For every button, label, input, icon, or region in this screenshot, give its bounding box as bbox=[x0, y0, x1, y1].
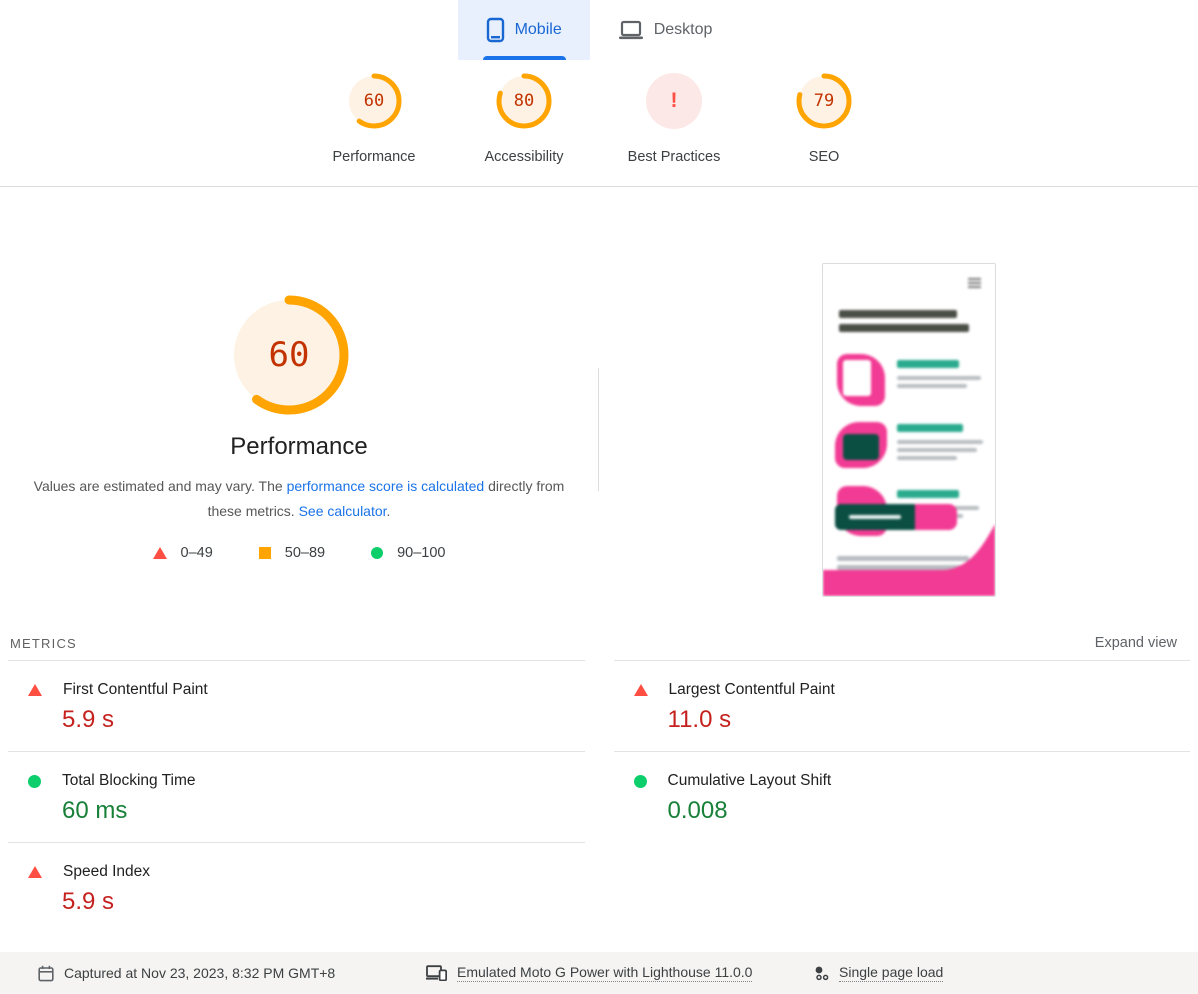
metric-title: First Contentful Paint bbox=[63, 681, 208, 698]
metrics-grid: First Contentful Paint 5.9 s Total Block… bbox=[8, 660, 1190, 933]
accessibility-label: Accessibility bbox=[484, 149, 564, 165]
metric-title: Cumulative Layout Shift bbox=[667, 772, 832, 789]
report-meta-footer: Captured at Nov 23, 2023, 8:32 PM GMT+8 … bbox=[0, 952, 1198, 994]
metric-cumulative-layout-shift: Cumulative Layout Shift 0.008 bbox=[613, 751, 1190, 842]
metrics-header: METRICS Expand view bbox=[10, 628, 1177, 658]
metric-value: 60 ms bbox=[62, 797, 128, 824]
device-tabs: Mobile Desktop bbox=[0, 0, 1198, 60]
pass-circle-icon bbox=[28, 774, 41, 788]
load-type-text[interactable]: Single page load bbox=[839, 964, 944, 982]
expand-view-button[interactable]: Expand view bbox=[1094, 635, 1177, 651]
desc-text: . bbox=[386, 503, 391, 519]
desc-text: directly from these metrics. bbox=[207, 478, 565, 519]
metric-value: 5.9 s bbox=[62, 706, 115, 733]
vertical-divider bbox=[598, 368, 599, 491]
metric-speed-index: Speed Index 5.9 s bbox=[8, 842, 585, 933]
seo-gauge: 79 bbox=[796, 73, 852, 129]
fail-triangle-icon bbox=[28, 866, 42, 878]
section-divider bbox=[0, 186, 1198, 187]
page-screenshot-thumbnail bbox=[822, 263, 996, 597]
score-legend: 0–49 50–89 90–100 bbox=[0, 545, 598, 561]
score-description: Values are estimated and may vary. The p… bbox=[19, 474, 579, 524]
legend-average-range: 50–89 bbox=[284, 545, 326, 561]
see-calculator-link[interactable]: See calculator bbox=[298, 503, 387, 519]
category-best-practices[interactable]: ! Best Practices bbox=[599, 60, 749, 186]
error-exclamation-icon: ! bbox=[670, 89, 678, 112]
metric-title: Largest Contentful Paint bbox=[668, 681, 835, 698]
category-seo[interactable]: 79 SEO bbox=[749, 60, 899, 186]
fail-triangle-icon bbox=[633, 684, 648, 696]
tab-desktop-label: Desktop bbox=[653, 21, 713, 38]
accessibility-gauge: 80 bbox=[496, 73, 552, 129]
page-load-icon bbox=[815, 966, 829, 981]
thumbnail-cta-button bbox=[835, 504, 919, 530]
hamburger-menu-icon bbox=[968, 278, 981, 290]
legend-fail: 0–49 bbox=[152, 545, 213, 561]
pass-circle-icon bbox=[633, 774, 647, 788]
performance-label: Performance bbox=[332, 149, 416, 165]
metric-largest-contentful-paint: Largest Contentful Paint 11.0 s bbox=[613, 660, 1190, 751]
emulation-environment-text[interactable]: Emulated Moto G Power with Lighthouse 11… bbox=[457, 964, 753, 982]
legend-average: 50–89 bbox=[258, 545, 326, 561]
legend-pass: 90–100 bbox=[371, 545, 445, 561]
legend-fail-range: 0–49 bbox=[180, 545, 213, 561]
desc-text: Values are estimated and may vary. The bbox=[33, 478, 287, 494]
fail-triangle-icon bbox=[152, 547, 167, 559]
seo-score: 79 bbox=[813, 91, 835, 111]
metrics-column-left: First Contentful Paint 5.9 s Total Block… bbox=[8, 660, 585, 933]
capture-time: Captured at Nov 23, 2023, 8:32 PM GMT+8 bbox=[38, 965, 426, 982]
emulation-environment: Emulated Moto G Power with Lighthouse 11… bbox=[426, 964, 814, 982]
performance-main-score: 60 bbox=[268, 335, 310, 375]
devices-icon bbox=[426, 965, 447, 981]
smartphone-icon bbox=[486, 17, 504, 43]
pink-swoosh-graphic bbox=[823, 524, 995, 596]
desktop-icon bbox=[618, 20, 643, 40]
tab-desktop[interactable]: Desktop bbox=[590, 0, 741, 60]
performance-score: 60 bbox=[363, 91, 385, 111]
metrics-heading: METRICS bbox=[10, 635, 77, 651]
seo-label: SEO bbox=[808, 149, 840, 165]
best-practices-label: Best Practices bbox=[627, 149, 721, 165]
performance-summary-section: 60 Performance Values are estimated and … bbox=[0, 187, 1198, 642]
metric-value: 11.0 s bbox=[667, 706, 732, 733]
metric-value: 5.9 s bbox=[62, 888, 115, 915]
pass-circle-icon bbox=[371, 547, 384, 559]
metric-title: Total Blocking Time bbox=[62, 772, 196, 789]
tab-mobile-label: Mobile bbox=[514, 21, 562, 38]
thumbnail-cta-accent bbox=[915, 504, 957, 530]
category-accessibility[interactable]: 80 Accessibility bbox=[449, 60, 599, 186]
fail-triangle-icon bbox=[28, 684, 42, 696]
best-practices-gauge: ! bbox=[646, 73, 702, 129]
legend-pass-range: 90–100 bbox=[397, 545, 446, 561]
average-square-icon bbox=[258, 547, 271, 559]
capture-time-text: Captured at Nov 23, 2023, 8:32 PM GMT+8 bbox=[64, 965, 336, 981]
active-tab-indicator bbox=[482, 56, 566, 60]
load-type: Single page load bbox=[814, 964, 1198, 982]
metric-total-blocking-time: Total Blocking Time 60 ms bbox=[8, 751, 585, 842]
tab-mobile[interactable]: Mobile bbox=[457, 0, 590, 60]
calendar-icon bbox=[38, 965, 54, 981]
category-performance[interactable]: 60 Performance bbox=[299, 60, 449, 186]
metric-value: 0.008 bbox=[667, 797, 728, 824]
performance-main-gauge[interactable]: 60 bbox=[229, 295, 349, 415]
thumbnail-content bbox=[823, 264, 995, 596]
score-calculation-link[interactable]: performance score is calculated bbox=[286, 478, 485, 494]
metrics-column-right: Largest Contentful Paint 11.0 s Cumulati… bbox=[613, 660, 1190, 933]
performance-section-title: Performance bbox=[230, 433, 368, 460]
performance-gauge: 60 bbox=[346, 73, 402, 129]
category-scores: 60 Performance 80 Accessibility ! Best P… bbox=[0, 60, 1198, 186]
accessibility-score: 80 bbox=[513, 91, 535, 111]
metric-first-contentful-paint: First Contentful Paint 5.9 s bbox=[8, 660, 585, 751]
metric-title: Speed Index bbox=[63, 863, 151, 880]
